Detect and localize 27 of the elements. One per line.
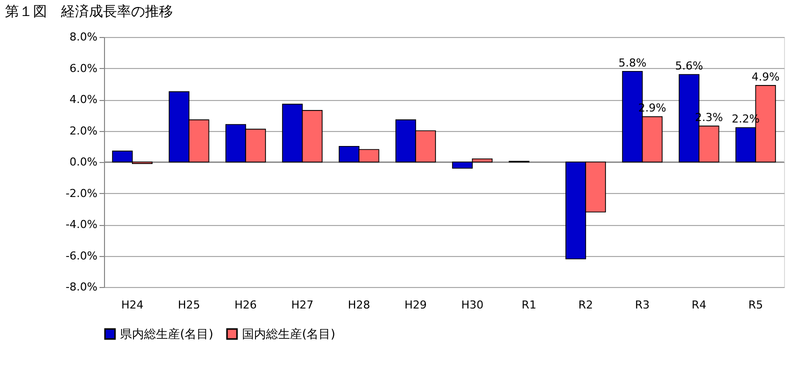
y-tick-label: 0.0% [70, 156, 98, 168]
x-tick-label: H29 [404, 298, 427, 312]
x-tick-label: R2 [578, 298, 593, 312]
y-tick-label: -2.0% [66, 186, 98, 200]
legend-label: 県内総生産(名目) [120, 327, 214, 341]
chart-title: 第１図 経済成長率の推移 [5, 4, 174, 20]
data-label: 5.8% [618, 56, 646, 70]
y-tick-label: -6.0% [66, 249, 98, 262]
x-tick-label: R4 [692, 298, 706, 312]
y-tick-label: 2.0% [70, 124, 98, 138]
x-tick-label: H30 [461, 298, 484, 312]
x-tick-label: H28 [348, 298, 370, 312]
x-tick-label: H25 [178, 298, 200, 312]
x-tick-label: H27 [291, 298, 314, 312]
x-tick-label: H24 [121, 298, 144, 312]
data-label: 4.9% [752, 70, 780, 84]
x-tick-label: H26 [234, 298, 257, 312]
y-tick-label: 6.0% [70, 62, 98, 75]
legend-label: 国内総生産(名目) [242, 327, 336, 341]
y-tick-label: -4.0% [66, 218, 98, 231]
y-tick-label: -8.0% [66, 280, 98, 294]
x-tick-label: R1 [522, 298, 536, 312]
y-tick-label: 8.0% [70, 30, 98, 44]
x-tick-label: R5 [748, 298, 763, 312]
x-tick-label: R3 [635, 298, 650, 312]
y-tick-label: 4.0% [70, 93, 98, 106]
data-label: 5.6% [675, 60, 704, 72]
